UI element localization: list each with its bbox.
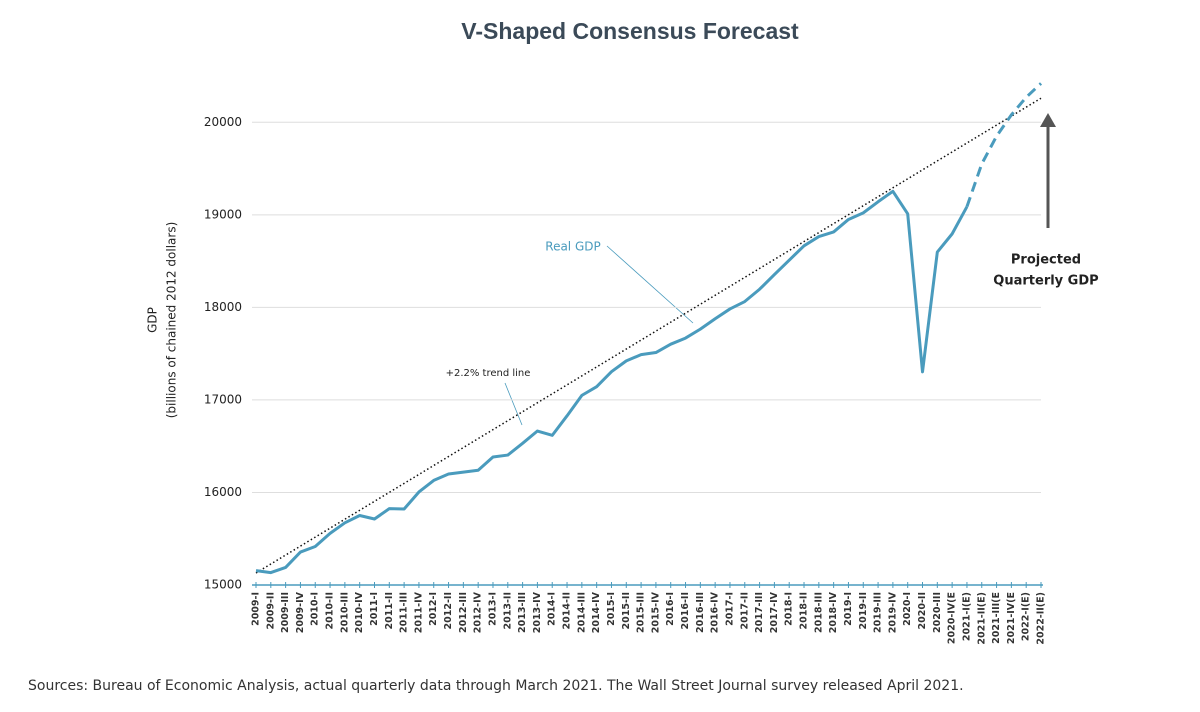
x-tick-label: 2014-II (562, 592, 573, 629)
x-tick-label: 2020-IV(E (947, 592, 958, 644)
x-tick-label: 2019-III (873, 592, 884, 633)
annotation: Quarterly GDP (993, 274, 1098, 289)
y-tick-label: 19000 (204, 207, 242, 221)
x-tick-label: 2010-IV (354, 591, 365, 633)
x-tick-label: 2020-I (902, 592, 913, 626)
x-tick-label: 2009-I (251, 592, 262, 626)
x-tick-label: 2014-III (576, 592, 587, 633)
x-tick-label: 2012-I (428, 592, 439, 626)
trend-label: +2.2% trend line (446, 368, 531, 379)
series-label: Real GDP (545, 240, 600, 254)
y-axis-label: (billions of chained 2012 dollars) (165, 222, 179, 419)
annotation: Projected (1011, 253, 1081, 268)
x-tick-label: 2015-IV (650, 591, 661, 633)
x-tick-label: 2011-III (399, 592, 410, 633)
data-line (255, 189, 969, 575)
x-tick-label: 2015-III (636, 592, 647, 633)
x-tick-label: 2009-III (280, 592, 291, 633)
y-tick-label: 20000 (204, 115, 242, 129)
x-tick-label: 2019-II (858, 592, 869, 629)
leader-line (606, 245, 694, 324)
x-tick-label: 2019-IV (887, 591, 898, 633)
y-axis-label: GDP (146, 307, 160, 333)
x-tick-label: 2009-II (265, 592, 276, 629)
x-tick-label: 2010-III (339, 592, 350, 633)
x-tick-label: 2021-I(E) (961, 592, 972, 641)
trend-line (255, 97, 1042, 574)
x-tick-label: 2013-I (487, 592, 498, 626)
x-tick-label: 2018-III (813, 592, 824, 633)
x-tick-label: 2018-IV (828, 591, 839, 633)
x-tick-label: 2022-II(E) (1036, 592, 1047, 645)
data-line (965, 82, 1043, 208)
x-tick-label: 2016-IV (710, 591, 721, 633)
x-tick-label: 2013-II (502, 592, 513, 629)
x-tick-label: 2013-IV (532, 591, 543, 633)
arrow-head (1040, 113, 1056, 127)
x-tick-label: 2017-IV (769, 591, 780, 633)
leader-line (504, 382, 523, 426)
x-tick-label: 2021-II(E) (976, 592, 987, 645)
x-tick-label: 2012-III (458, 592, 469, 633)
x-tick-label: 2016-I (665, 592, 676, 626)
x-tick-label: 2017-I (724, 592, 735, 626)
x-tick-label: 2012-II (443, 592, 454, 629)
x-tick-label: 2017-III (754, 592, 765, 633)
x-tick-label: 2018-I (784, 592, 795, 626)
x-tick-label: 2021-III(E (991, 592, 1002, 644)
x-tick-label: 2013-III (517, 592, 528, 633)
x-tick-label: 2011-II (384, 592, 395, 629)
x-tick-label: 2020-II (917, 592, 928, 629)
x-tick-label: 2015-II (621, 592, 632, 629)
x-tick-label: 2011-I (369, 592, 380, 626)
x-tick-label: 2014-IV (591, 591, 602, 633)
x-tick-label: 2017-II (739, 592, 750, 629)
x-tick-label: 2011-IV (413, 591, 424, 633)
x-tick-label: 2009-IV (295, 591, 306, 633)
x-tick-label: 2012-IV (473, 591, 484, 633)
y-tick-label: 17000 (204, 392, 242, 406)
source-note: Sources: Bureau of Economic Analysis, ac… (28, 678, 964, 694)
y-tick-label: 16000 (204, 485, 242, 499)
x-tick-label: 2015-I (606, 592, 617, 626)
x-tick-label: 2021-IV(E (1006, 592, 1017, 644)
y-tick-label: 18000 (204, 300, 242, 314)
x-tick-label: 2022-I(E) (1021, 592, 1032, 641)
x-tick-label: 2020-III (932, 592, 943, 633)
x-tick-label: 2010-II (325, 592, 336, 629)
x-tick-label: 2018-II (799, 592, 810, 629)
x-tick-label: 2014-I (547, 592, 558, 626)
x-tick-label: 2016-II (680, 592, 691, 629)
x-tick-label: 2019-I (843, 592, 854, 626)
x-tick-label: 2016-III (695, 592, 706, 633)
x-tick-label: 2010-I (310, 592, 321, 626)
chart-title: V-Shaped Consensus Forecast (461, 18, 799, 44)
y-tick-label: 15000 (204, 578, 242, 592)
